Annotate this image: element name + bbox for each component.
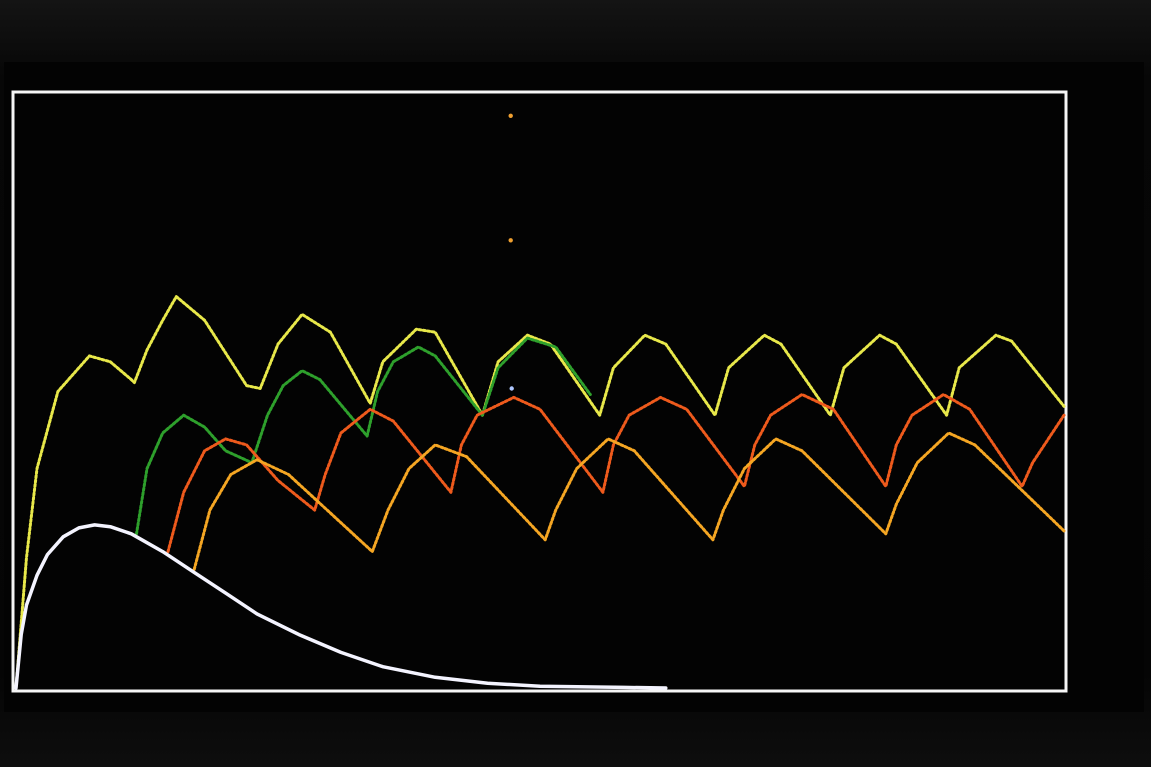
series-line-4	[192, 431, 1066, 571]
marker-layer	[508, 113, 514, 391]
series-layer	[14, 295, 1066, 690]
point-marker-2	[508, 238, 513, 243]
plot-frame	[11, 90, 1068, 693]
series-line-3	[166, 393, 1066, 554]
series-line-2	[135, 336, 592, 536]
point-marker-1	[508, 113, 513, 119]
series-line-5	[14, 523, 668, 690]
series-line-1	[14, 295, 1066, 690]
point-marker-3	[509, 386, 514, 391]
